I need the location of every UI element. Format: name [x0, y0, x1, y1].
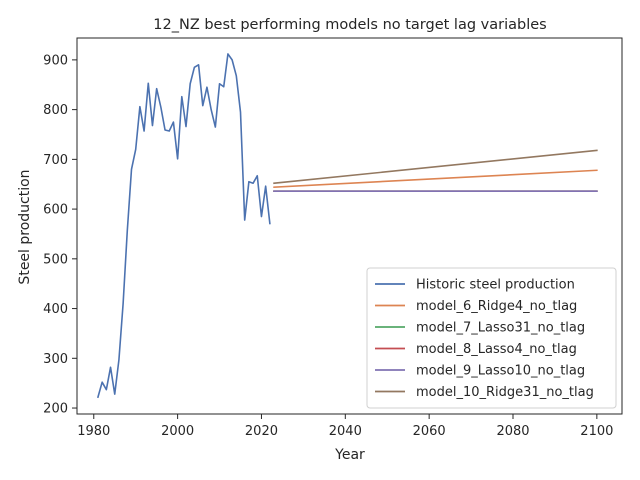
y-tick-label: 300: [43, 352, 68, 367]
axes-frame: [76, 37, 623, 415]
y-tick-label: 400: [43, 302, 68, 317]
x-tick-label: 2000: [161, 424, 194, 439]
x-tick-label: 2100: [580, 424, 613, 439]
x-tick-label: 1980: [77, 424, 110, 439]
x-tick-label: 2040: [329, 424, 362, 439]
legend-box: [366, 267, 617, 409]
legend-label-1: model_6_Ridge4_no_tlag: [416, 299, 577, 314]
y-tick-label: 200: [43, 402, 68, 417]
x-tick-label: 2060: [413, 424, 446, 439]
axes-layer: 1980 2000 2020 2040 2060 2080 2100 200 300 400 500…: [43, 37, 623, 439]
x-tick-label: 2080: [496, 424, 529, 439]
x-axis-label: Year: [334, 447, 365, 463]
y-tick-label: 900: [43, 53, 68, 68]
chart-title: 12_NZ best performing models no target l…: [153, 17, 546, 33]
x-tick-label: 2020: [245, 424, 278, 439]
y-tick-label: 600: [43, 203, 68, 218]
y-tick-label: 500: [43, 252, 68, 267]
y-tick-label: 700: [43, 153, 68, 168]
series-line-5: [273, 149, 598, 185]
series-line-0: [96, 53, 271, 399]
series-line-1: [273, 169, 598, 189]
legend-label-3: model_8_Lasso4_no_tlag: [416, 342, 577, 357]
y-axis-label: Steel production: [17, 169, 33, 284]
legend-label-4: model_9_Lasso10_no_tlag: [416, 364, 585, 379]
series-layer: [96, 53, 598, 399]
legend-label-0: Historic steel production: [416, 278, 575, 293]
y-tick-label: 800: [43, 103, 68, 118]
legend: Historic steel production model_6_Ridge4_…: [366, 267, 617, 409]
legend-label-5: model_10_Ridge31_no_tlag: [416, 385, 594, 400]
legend-label-2: model_7_Lasso31_no_tlag: [416, 321, 585, 336]
